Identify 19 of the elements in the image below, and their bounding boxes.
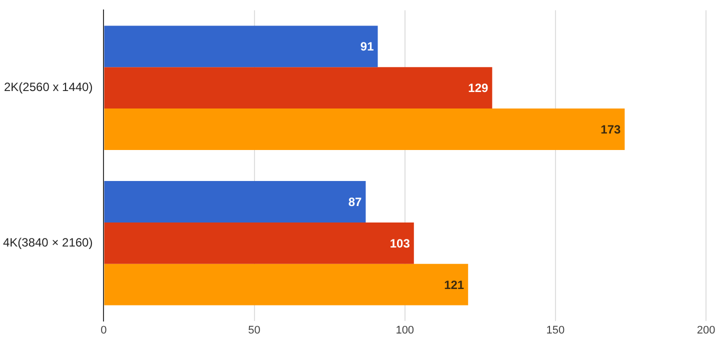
bar	[104, 26, 378, 68]
bar	[104, 264, 468, 306]
bar	[104, 67, 492, 109]
data-label: 91	[360, 40, 374, 54]
bar	[104, 108, 625, 150]
bar	[104, 222, 414, 264]
x-tick-label: 100	[396, 324, 414, 336]
data-label: 87	[348, 195, 362, 210]
x-tick-label: 200	[696, 324, 716, 336]
data-label: 129	[468, 81, 489, 96]
data-label: 103	[390, 236, 410, 250]
x-tick-label: 50	[248, 324, 260, 336]
data-label: 173	[600, 122, 622, 137]
bar	[104, 181, 366, 222]
data-label: 121	[444, 278, 464, 292]
x-tick-label: 150	[546, 324, 565, 336]
y-tick-label: 2K(2560 x 1440)	[4, 80, 93, 94]
y-tick-label: 4K(3840 × 2160)	[2, 235, 93, 250]
x-tick-label: 0	[100, 324, 107, 336]
